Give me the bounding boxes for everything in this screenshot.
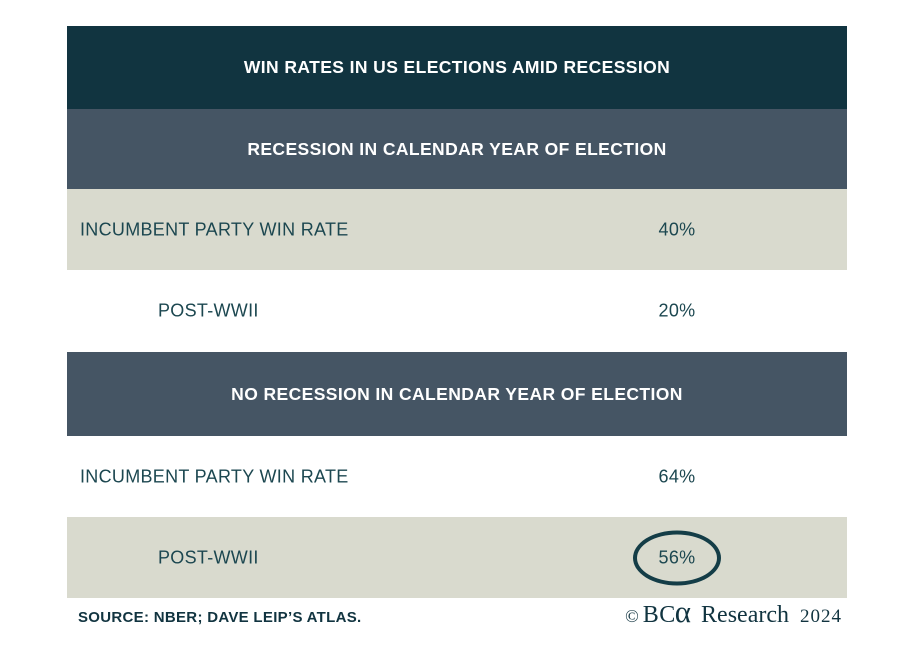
- row-value: 40%: [658, 219, 696, 239]
- row-value: 56%: [658, 547, 696, 567]
- brand-year: 2024: [800, 606, 842, 627]
- brand-alpha-glyph: α: [674, 594, 692, 629]
- bca-research-logo: © BCα Research 2024: [625, 596, 842, 629]
- table-row: POST-WWII 20%: [67, 270, 847, 352]
- row-label: INCUMBENT PARTY WIN RATE: [80, 219, 349, 239]
- row-label: INCUMBENT PARTY WIN RATE: [80, 466, 349, 486]
- footer: SOURCE: NBER; DAVE LEIP’S ATLAS. © BCα R…: [67, 596, 847, 642]
- row-value: 20%: [658, 300, 696, 321]
- row-label: POST-WWII: [158, 300, 259, 321]
- row-label: POST-WWII: [158, 547, 259, 567]
- brand-research: Research: [701, 602, 789, 628]
- section-header-recession: RECESSION IN CALENDAR YEAR OF ELECTION: [67, 109, 847, 189]
- table-row: INCUMBENT PARTY WIN RATE 64%: [67, 436, 847, 517]
- section-header-no-recession: NO RECESSION IN CALENDAR YEAR OF ELECTIO…: [67, 352, 847, 436]
- win-rates-table: WIN RATES IN US ELECTIONS AMID RECESSION…: [67, 26, 847, 598]
- table-title: WIN RATES IN US ELECTIONS AMID RECESSION: [67, 26, 847, 109]
- source-note: SOURCE: NBER; DAVE LEIP’S ATLAS.: [78, 609, 362, 626]
- copyright-icon: ©: [625, 606, 639, 626]
- brand-bc: BC: [642, 602, 676, 628]
- highlight-ellipse: [633, 530, 721, 585]
- table-row: INCUMBENT PARTY WIN RATE 40%: [67, 189, 847, 270]
- table-row: POST-WWII 56%: [67, 517, 847, 598]
- row-value: 64%: [658, 466, 696, 486]
